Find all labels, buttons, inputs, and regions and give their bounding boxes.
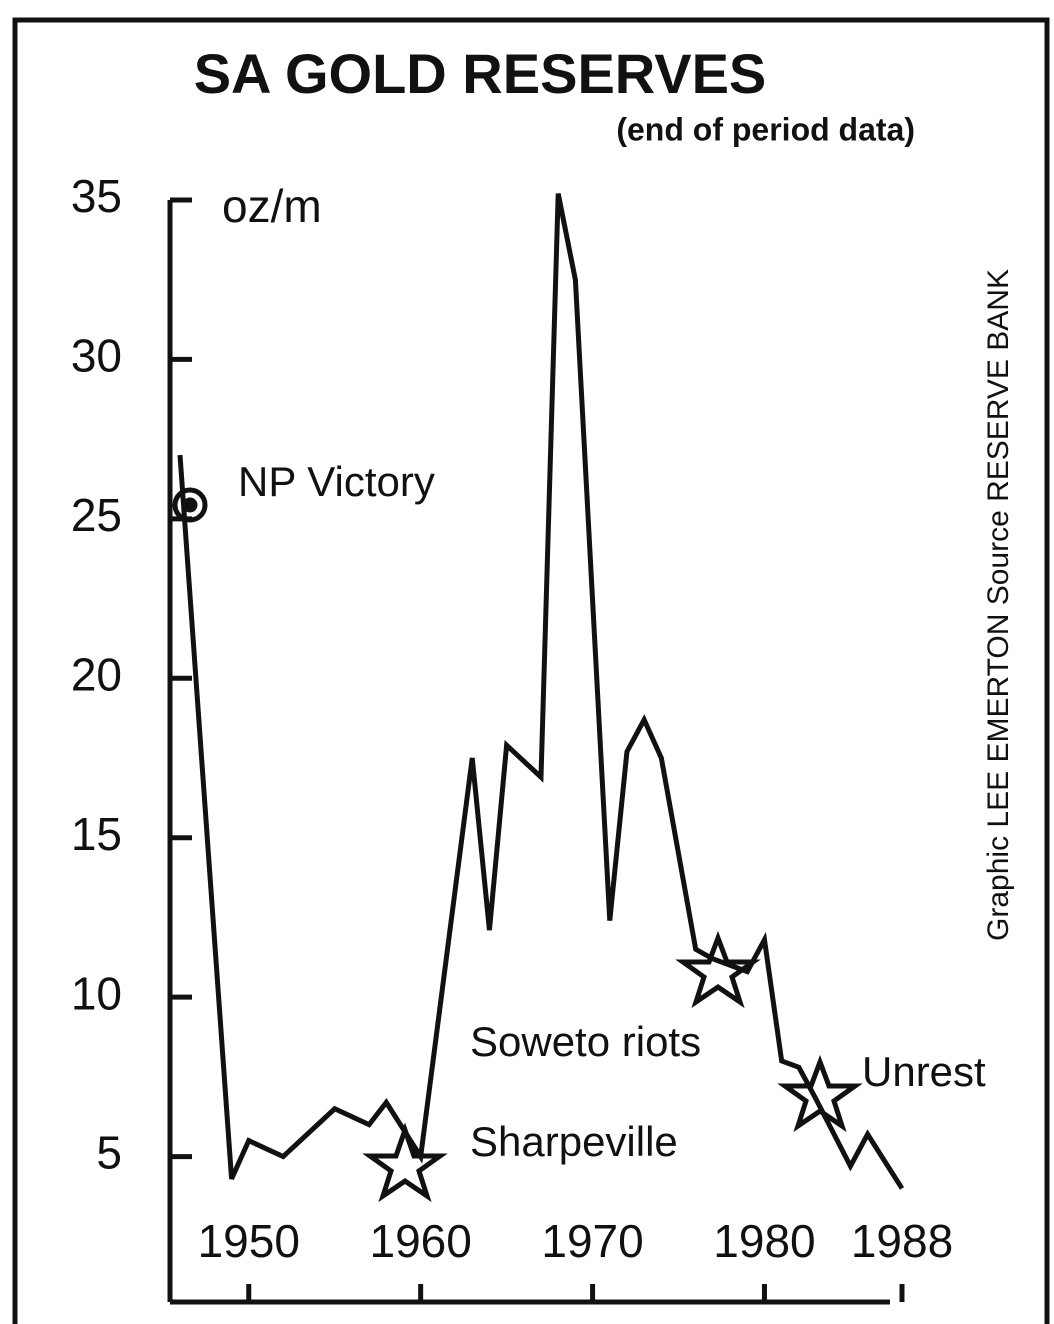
source-note: Graphic LEE EMERTON Source RESERVE BANK: [982, 269, 1015, 941]
chart-subtitle: (end of period data): [616, 111, 915, 147]
annotation: Soweto riots: [470, 1018, 701, 1065]
chart-title: SA GOLD RESERVES: [194, 42, 767, 105]
y-tick-label: 20: [71, 648, 122, 700]
x-tick-label: 1970: [541, 1215, 643, 1267]
y-tick-label: 5: [96, 1127, 122, 1179]
y-tick-label: 10: [71, 967, 122, 1019]
marker: [362, 1122, 448, 1203]
event-markers: [172, 487, 863, 1203]
marker: [675, 930, 761, 1009]
marker: [182, 497, 198, 513]
frame: [12, 17, 1050, 1324]
x-tick-label: 1980: [713, 1215, 815, 1267]
data-line: [177, 193, 905, 1190]
annotation: Unrest: [862, 1048, 986, 1095]
y-tick-label: 35: [71, 170, 122, 222]
x-tick-label: 1950: [198, 1215, 300, 1267]
annotation: Sharpeville: [470, 1118, 678, 1165]
y-tick-label: 25: [71, 489, 122, 541]
y-tick-label: 15: [71, 808, 122, 860]
annotation: NP Victory: [238, 458, 435, 505]
x-tick-label: 1988: [851, 1215, 953, 1267]
marker: [777, 1054, 863, 1133]
x-tick-label: 1960: [369, 1215, 471, 1267]
y-axis-label: oz/m: [222, 180, 322, 232]
y-tick-label: 30: [71, 330, 122, 382]
